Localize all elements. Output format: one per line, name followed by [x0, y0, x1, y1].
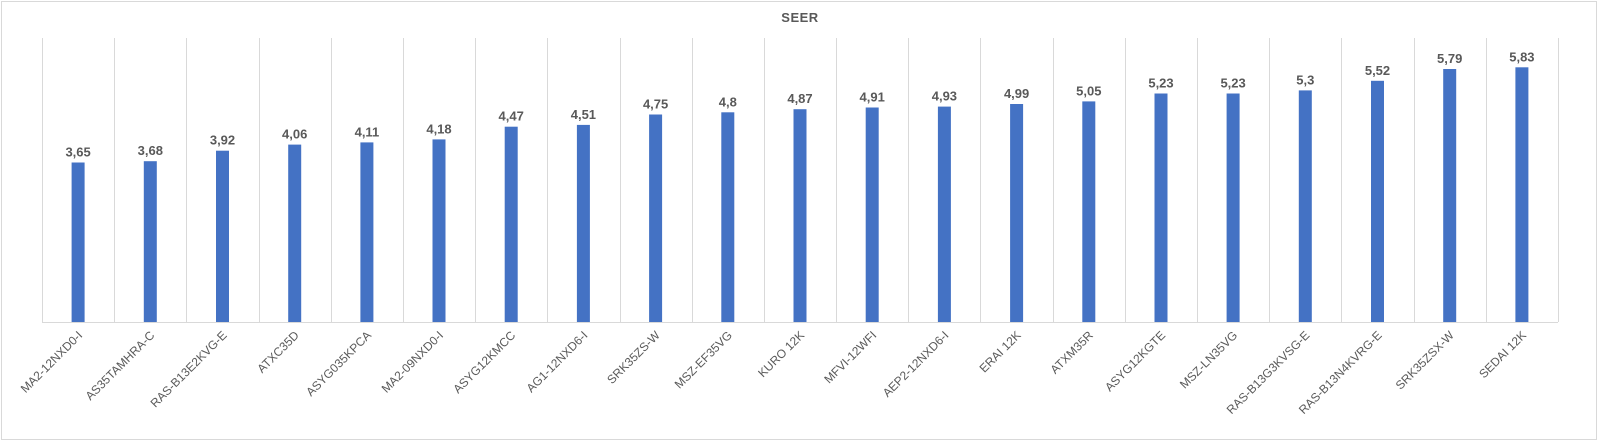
x-tick-label: SRK35ZS-W [604, 328, 663, 387]
bar [504, 126, 518, 322]
x-tick-label: ASYG12KMCC [450, 328, 518, 396]
data-label: 4,87 [787, 91, 812, 106]
x-tick-label: ERAI 12K [977, 328, 1024, 375]
data-label: 4,91 [860, 90, 885, 105]
bar [1443, 69, 1457, 322]
data-label: 3,92 [210, 133, 235, 148]
x-tick-label: ASYG12KGTE [1102, 328, 1168, 394]
bar [1082, 101, 1096, 323]
x-tick-label: AG1-12NXD6-I [524, 328, 591, 395]
x-tick-label: SRK35ZSX-W [1393, 328, 1458, 393]
x-tick-label: MSZ-LN35VG [1177, 328, 1240, 391]
data-label: 4,99 [1004, 86, 1029, 101]
bar [937, 106, 951, 322]
x-tick-label: MA2-09NXD0-I [379, 328, 446, 395]
data-label: 5,79 [1437, 51, 1462, 66]
x-tick-label: SEDAI 12K [1476, 328, 1529, 381]
data-label: 3,65 [65, 145, 90, 160]
x-tick-label: RAS-B13E2KVG-E [148, 328, 230, 410]
data-label: 3,68 [138, 143, 163, 158]
bar [71, 162, 85, 322]
bar [1154, 93, 1168, 322]
data-label: 4,11 [355, 124, 380, 139]
data-label: 4,51 [571, 107, 596, 122]
data-label: 4,47 [499, 109, 524, 124]
data-label: 4,06 [282, 127, 307, 142]
bar [288, 144, 302, 322]
data-label: 4,18 [426, 121, 451, 136]
data-label: 5,23 [1148, 76, 1173, 91]
data-label: 4,8 [719, 94, 737, 109]
x-tick-label: RAS-B13N4KVRG-E [1296, 328, 1385, 417]
x-tick-label: ATXC35D [254, 328, 302, 376]
x-tick-label: MFVI-12WFI [821, 328, 879, 386]
x-tick-label: ATXM35R [1048, 328, 1097, 377]
bar [432, 139, 446, 322]
x-tick-label: AEP2-12NXD6-I [880, 328, 952, 400]
data-label: 5,3 [1296, 72, 1314, 87]
bar [1010, 104, 1024, 322]
data-label: 5,83 [1509, 49, 1534, 64]
data-label: 4,93 [932, 89, 957, 104]
data-label: 4,75 [643, 97, 668, 112]
bar [576, 124, 590, 323]
chart-title: SEER [781, 10, 819, 25]
x-tick-label: MA2-12NXD0-I [18, 328, 85, 395]
data-label: 5,52 [1365, 63, 1390, 78]
x-tick-label: ASYG035KPCA [303, 328, 374, 399]
bar [1371, 80, 1384, 322]
bar [721, 112, 735, 322]
x-tick-label: MSZ-EF35VG [672, 328, 735, 391]
data-label: 5,05 [1076, 83, 1101, 98]
bar [865, 107, 879, 322]
x-tick-label: KURO 12K [755, 328, 807, 380]
data-label: 5,23 [1220, 76, 1245, 91]
bar [216, 150, 229, 322]
bar [793, 109, 807, 322]
bar [360, 142, 374, 322]
bar [649, 114, 663, 322]
bar [1298, 90, 1312, 323]
bar [1515, 67, 1529, 322]
x-tick-label: AS35TAMHRA-C [83, 328, 158, 403]
bar [143, 161, 157, 322]
bar [1226, 93, 1240, 322]
